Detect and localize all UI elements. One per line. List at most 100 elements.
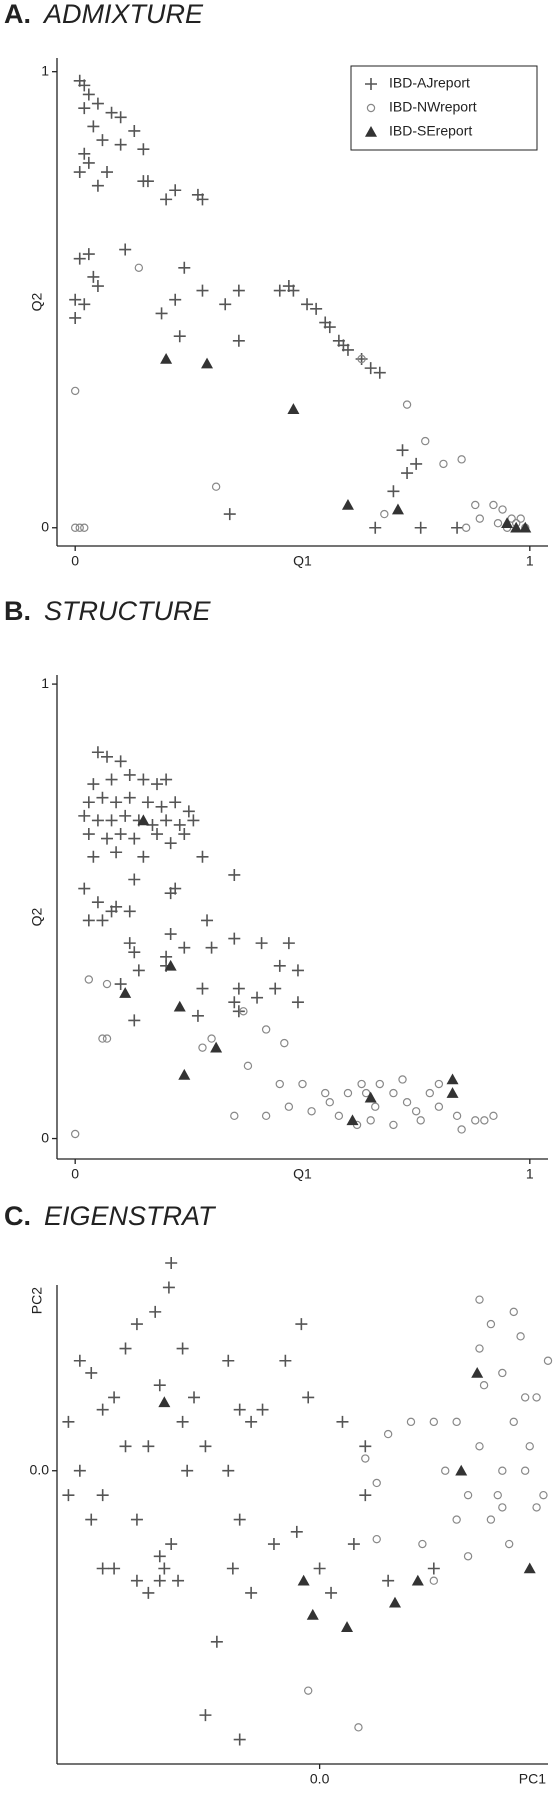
point — [87, 120, 100, 133]
point — [98, 1034, 107, 1043]
point — [446, 1073, 459, 1085]
point — [489, 1111, 498, 1121]
point — [149, 1305, 162, 1318]
point — [155, 800, 168, 813]
point — [210, 1041, 223, 1053]
point — [101, 750, 114, 763]
point — [471, 1116, 480, 1125]
point — [91, 179, 104, 192]
point — [233, 1513, 246, 1526]
point — [290, 1525, 303, 1538]
point — [228, 932, 241, 945]
point — [91, 746, 104, 759]
point — [501, 517, 514, 528]
point — [359, 1489, 372, 1502]
x-axis-label: PC1 — [519, 1771, 546, 1787]
point — [347, 1538, 360, 1551]
point — [85, 1513, 98, 1526]
point — [114, 755, 127, 768]
panel-label: A. — [4, 0, 31, 29]
point — [196, 284, 209, 297]
point — [416, 1116, 425, 1125]
point — [307, 1107, 316, 1116]
y-tick-label: 0 — [41, 518, 49, 534]
point — [391, 503, 404, 515]
point — [343, 1088, 353, 1098]
point — [169, 796, 182, 809]
point — [366, 1116, 375, 1125]
point — [102, 1034, 112, 1043]
point — [411, 1107, 421, 1116]
y-tick-label: 1 — [41, 62, 49, 78]
point — [134, 263, 144, 272]
point — [73, 1354, 86, 1367]
legend-marker — [366, 103, 376, 113]
point — [123, 791, 136, 804]
point — [418, 1539, 427, 1549]
point — [198, 1043, 207, 1052]
point — [91, 814, 104, 827]
point — [434, 1102, 444, 1111]
point — [105, 106, 118, 119]
point — [396, 444, 409, 457]
point — [519, 521, 532, 533]
point — [222, 1354, 235, 1367]
panel-title: ADMIXTURE — [42, 0, 204, 29]
point — [245, 1586, 258, 1599]
point — [357, 1079, 366, 1089]
point — [87, 778, 100, 791]
point — [434, 1079, 444, 1089]
point — [301, 298, 314, 311]
point — [87, 270, 100, 283]
point — [160, 353, 173, 364]
point — [325, 1586, 338, 1599]
point — [354, 1723, 363, 1732]
point — [256, 1403, 269, 1416]
point — [282, 937, 295, 950]
point — [463, 1552, 473, 1561]
point — [284, 1102, 294, 1111]
point — [228, 996, 241, 1009]
point — [539, 1490, 548, 1500]
point — [80, 523, 89, 532]
point — [110, 796, 123, 809]
point — [102, 979, 112, 989]
point — [128, 832, 141, 845]
point — [302, 1391, 315, 1404]
point — [507, 514, 516, 523]
point — [78, 882, 91, 895]
point — [269, 982, 282, 995]
point — [105, 773, 118, 786]
point — [101, 832, 114, 845]
y-axis-label: Q2 — [29, 292, 45, 311]
point — [114, 111, 127, 124]
point — [493, 1490, 502, 1500]
point — [178, 261, 191, 274]
point — [414, 521, 427, 534]
legend-marker — [365, 78, 377, 90]
point — [119, 809, 132, 822]
point — [291, 964, 304, 977]
y-tick-label: 1 — [41, 675, 49, 691]
point — [543, 1356, 553, 1365]
point — [142, 1586, 155, 1599]
point — [480, 1116, 489, 1125]
point — [165, 1538, 178, 1551]
point — [398, 1075, 407, 1084]
point — [232, 1005, 245, 1018]
point — [389, 1120, 398, 1130]
point — [261, 1111, 271, 1121]
point — [383, 1429, 393, 1439]
point — [287, 284, 300, 297]
point — [132, 964, 145, 977]
point — [498, 1466, 507, 1475]
point — [91, 97, 104, 110]
point — [361, 1088, 371, 1098]
point — [151, 778, 164, 791]
point — [380, 509, 389, 519]
point — [176, 1415, 189, 1428]
point — [411, 1574, 424, 1586]
point — [498, 505, 507, 514]
point — [169, 293, 182, 306]
